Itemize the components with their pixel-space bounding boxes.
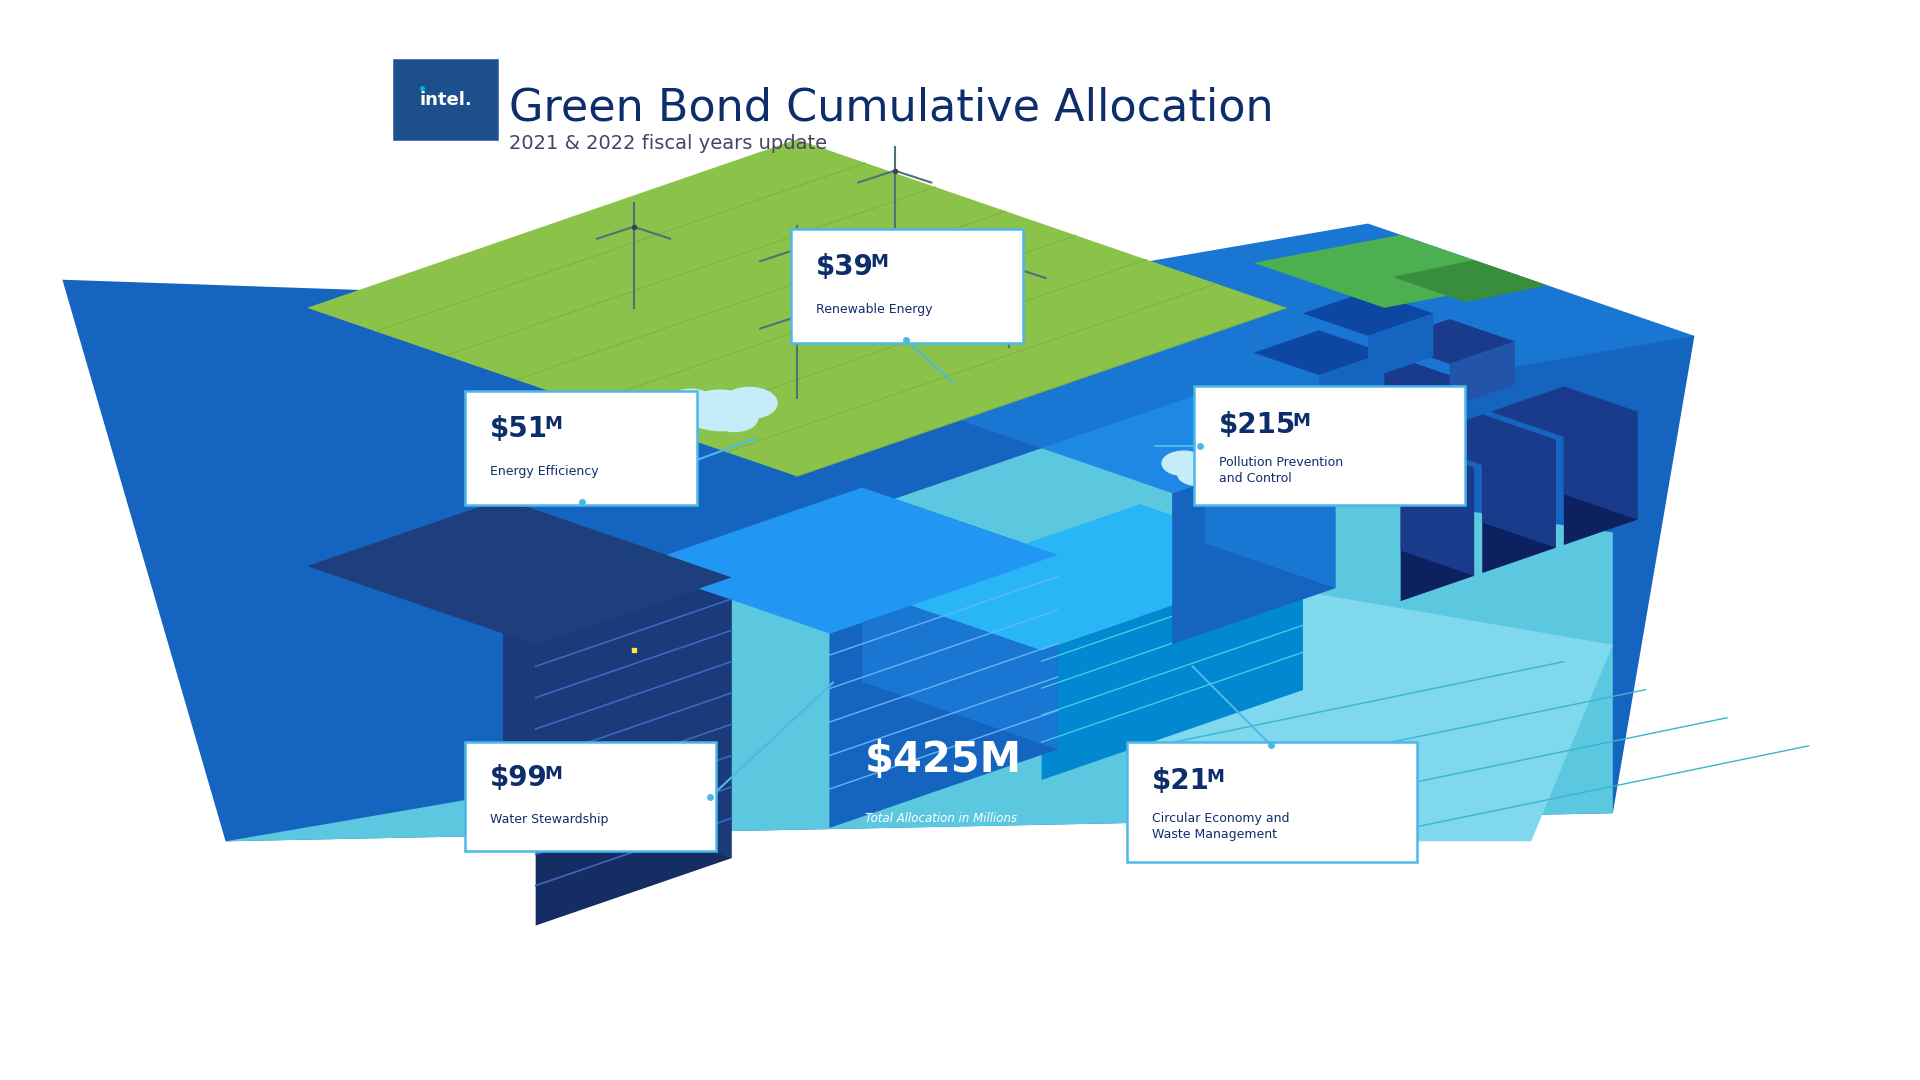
FancyBboxPatch shape	[1127, 742, 1417, 862]
Polygon shape	[1041, 392, 1336, 494]
Circle shape	[1177, 464, 1215, 485]
Polygon shape	[1384, 319, 1515, 364]
Circle shape	[1162, 451, 1206, 475]
Polygon shape	[1482, 415, 1555, 548]
Circle shape	[684, 390, 756, 431]
Polygon shape	[634, 487, 1058, 634]
Polygon shape	[1402, 381, 1467, 446]
Text: Green Bond Cumulative Allocation: Green Bond Cumulative Allocation	[509, 86, 1273, 130]
Polygon shape	[1336, 359, 1467, 403]
Text: M: M	[872, 254, 889, 271]
Polygon shape	[1450, 341, 1515, 407]
Text: M: M	[545, 416, 563, 433]
Circle shape	[666, 389, 714, 417]
Polygon shape	[307, 499, 732, 645]
Text: (-34% allocated): (-34% allocated)	[864, 839, 962, 852]
Polygon shape	[1482, 440, 1555, 573]
Polygon shape	[1563, 387, 1638, 519]
Text: 2021 & 2022 fiscal years update: 2021 & 2022 fiscal years update	[509, 134, 828, 153]
Polygon shape	[227, 448, 1613, 841]
Polygon shape	[1041, 561, 1302, 780]
FancyBboxPatch shape	[465, 391, 697, 505]
Circle shape	[1212, 449, 1260, 477]
Text: Pollution Prevention
and Control: Pollution Prevention and Control	[1219, 456, 1344, 485]
Text: M: M	[1206, 768, 1225, 786]
Text: $425M: $425M	[864, 740, 1021, 782]
Circle shape	[1177, 451, 1240, 488]
Polygon shape	[1206, 392, 1336, 589]
Text: M: M	[1292, 411, 1309, 430]
Text: Energy Efficiency: Energy Efficiency	[490, 465, 599, 478]
Text: $99: $99	[490, 764, 547, 792]
Polygon shape	[829, 555, 1058, 828]
Polygon shape	[503, 499, 732, 859]
Text: $51: $51	[490, 415, 547, 443]
FancyBboxPatch shape	[791, 229, 1023, 343]
Polygon shape	[714, 224, 1695, 448]
Polygon shape	[1490, 387, 1638, 437]
Polygon shape	[1402, 468, 1475, 602]
Polygon shape	[1409, 415, 1555, 465]
Polygon shape	[1367, 313, 1432, 379]
Polygon shape	[1123, 589, 1613, 841]
Text: Water Stewardship: Water Stewardship	[490, 812, 609, 825]
Polygon shape	[536, 578, 732, 926]
Polygon shape	[1254, 330, 1384, 375]
Text: $21: $21	[1152, 768, 1210, 796]
FancyBboxPatch shape	[465, 742, 716, 851]
Polygon shape	[307, 139, 1286, 476]
Circle shape	[712, 406, 758, 432]
Text: intel.: intel.	[419, 91, 472, 109]
Circle shape	[722, 388, 778, 419]
Polygon shape	[1319, 353, 1384, 418]
Circle shape	[684, 404, 726, 428]
Polygon shape	[862, 487, 1058, 750]
Polygon shape	[61, 280, 1695, 841]
Polygon shape	[1302, 291, 1432, 336]
Polygon shape	[1140, 504, 1302, 690]
FancyBboxPatch shape	[392, 59, 499, 140]
Text: Total Allocation in Millions: Total Allocation in Millions	[864, 812, 1018, 825]
Polygon shape	[1254, 234, 1532, 308]
FancyBboxPatch shape	[1194, 386, 1465, 505]
Polygon shape	[1171, 437, 1336, 645]
Polygon shape	[1392, 260, 1548, 302]
Circle shape	[1202, 465, 1242, 488]
Polygon shape	[879, 504, 1302, 650]
Polygon shape	[1327, 443, 1475, 494]
Text: $39: $39	[816, 253, 874, 281]
Polygon shape	[1563, 411, 1638, 545]
Polygon shape	[1402, 443, 1475, 576]
Text: M: M	[545, 765, 563, 783]
Text: Renewable Energy: Renewable Energy	[816, 303, 933, 316]
Text: Circular Economy and
Waste Management: Circular Economy and Waste Management	[1152, 812, 1290, 841]
Text: $215: $215	[1219, 411, 1296, 440]
